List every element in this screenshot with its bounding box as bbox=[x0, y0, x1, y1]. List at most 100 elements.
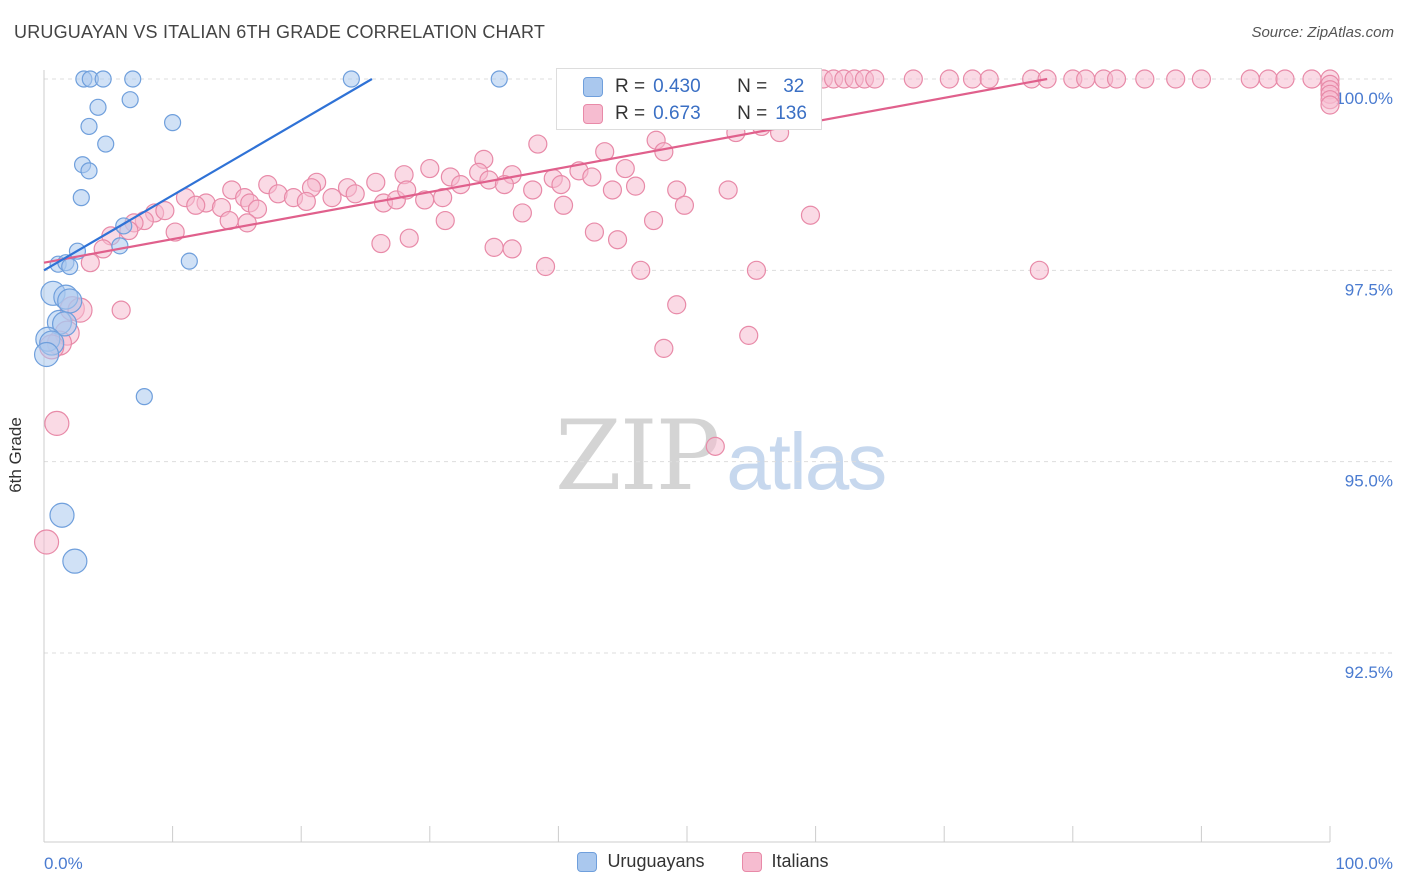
italian-point bbox=[625, 176, 646, 196]
r-label: R = bbox=[615, 103, 646, 124]
chart-title: URUGUAYAN VS ITALIAN 6TH GRADE CORRELATI… bbox=[14, 22, 546, 42]
r-label: R = bbox=[615, 76, 646, 97]
italian-point bbox=[1275, 69, 1295, 89]
uruguayan-trend-line bbox=[43, 78, 373, 272]
italian-point bbox=[718, 180, 738, 200]
uruguayan-point bbox=[89, 98, 107, 116]
uruguayan-point bbox=[61, 257, 79, 276]
italian-point bbox=[615, 158, 635, 179]
italian-point bbox=[1258, 69, 1278, 89]
italian-point bbox=[667, 295, 687, 315]
uruguayan-point bbox=[342, 70, 360, 88]
watermark-zip: ZIP bbox=[555, 400, 720, 512]
uruguayan-point bbox=[62, 548, 88, 574]
italian-point bbox=[582, 167, 602, 187]
italian-point bbox=[1135, 69, 1155, 89]
n-value-italians: 136 bbox=[775, 103, 807, 124]
italian-point bbox=[1029, 260, 1049, 280]
italian-point bbox=[111, 300, 131, 320]
uruguayan-point bbox=[121, 91, 139, 109]
uruguayan-point bbox=[94, 70, 112, 88]
stats-swatch-uruguayans bbox=[583, 77, 603, 97]
italian-point bbox=[1302, 69, 1322, 89]
italian-trend-line bbox=[43, 77, 1048, 264]
uruguayan-point bbox=[72, 189, 90, 207]
italian-point bbox=[800, 205, 821, 225]
uruguayan-point bbox=[51, 311, 78, 337]
italian-point bbox=[654, 142, 674, 162]
italian-point bbox=[962, 69, 983, 89]
italian-point bbox=[93, 239, 113, 259]
uruguayan-point bbox=[135, 388, 153, 406]
uruguayan-point bbox=[490, 70, 508, 88]
italian-point bbox=[667, 180, 687, 200]
legend-item-uruguayans[interactable]: Uruguayans bbox=[577, 851, 705, 872]
italian-point bbox=[420, 158, 440, 179]
stats-row-italians: R = 0.673 N = 136 bbox=[557, 100, 807, 128]
uruguayan-point bbox=[49, 502, 75, 528]
legend-label-uruguayans: Uruguayans bbox=[607, 851, 705, 871]
r-value-italians: 0.673 bbox=[653, 103, 701, 124]
italian-point bbox=[33, 529, 60, 555]
italian-point bbox=[165, 222, 185, 242]
italian-point bbox=[584, 222, 605, 242]
uruguayan-point bbox=[111, 237, 129, 255]
italian-point bbox=[1320, 95, 1340, 115]
bottom-legend: Uruguayans Italians bbox=[0, 851, 1406, 877]
italian-point bbox=[631, 260, 651, 280]
uruguayan-point bbox=[80, 162, 98, 180]
uruguayan-point bbox=[180, 252, 198, 270]
italian-point bbox=[1076, 69, 1096, 89]
italian-point bbox=[1166, 69, 1186, 89]
italian-point bbox=[674, 195, 695, 215]
italian-point bbox=[979, 69, 999, 89]
legend-swatch-italians bbox=[741, 851, 762, 872]
y-tick-label: 100.0% bbox=[1335, 89, 1393, 108]
uruguayan-point bbox=[164, 114, 182, 132]
italian-point bbox=[535, 256, 556, 277]
italian-point bbox=[654, 338, 674, 358]
italian-point bbox=[237, 213, 257, 233]
italian-point bbox=[44, 410, 70, 436]
italian-point bbox=[155, 201, 175, 221]
x-tick-label: 100.0% bbox=[1335, 854, 1393, 873]
y-tick-label: 97.5% bbox=[1345, 280, 1393, 299]
y-axis-label: 6th Grade bbox=[6, 417, 25, 493]
italian-point bbox=[512, 203, 532, 223]
italian-point bbox=[1240, 69, 1260, 89]
uruguayan-point bbox=[97, 135, 115, 153]
n-label: N = bbox=[737, 103, 768, 124]
italian-point bbox=[602, 180, 623, 200]
stats-swatch-italians bbox=[583, 104, 603, 124]
italian-point bbox=[435, 210, 455, 231]
stats-legend: R = 0.430 N = 32 R = 0.673 N = 136 bbox=[556, 68, 822, 130]
uruguayan-point bbox=[124, 70, 142, 88]
italian-point bbox=[399, 228, 419, 248]
italian-point bbox=[502, 239, 522, 259]
r-value-uruguayans: 0.430 bbox=[653, 76, 701, 97]
n-value-uruguayans: 32 bbox=[783, 76, 805, 97]
italian-point bbox=[643, 210, 664, 231]
italian-point bbox=[366, 172, 386, 192]
x-tick-label: 0.0% bbox=[44, 854, 83, 873]
legend-swatch-uruguayans bbox=[577, 851, 598, 872]
source-label: Source: ZipAtlas.com bbox=[1251, 24, 1394, 41]
italian-point bbox=[528, 134, 548, 154]
italian-point bbox=[705, 436, 725, 456]
italian-point bbox=[1106, 69, 1127, 89]
legend-item-italians[interactable]: Italians bbox=[741, 851, 829, 872]
italian-point bbox=[371, 233, 391, 254]
italian-point bbox=[553, 195, 574, 215]
italian-point bbox=[322, 188, 342, 208]
italian-point bbox=[746, 260, 767, 280]
italian-point bbox=[607, 230, 628, 250]
italian-point bbox=[345, 184, 365, 204]
y-tick-label: 95.0% bbox=[1345, 472, 1393, 491]
italian-point bbox=[523, 180, 543, 200]
uruguayan-point bbox=[33, 341, 60, 368]
y-tick-label: 92.5% bbox=[1345, 663, 1393, 682]
italian-point bbox=[739, 325, 759, 345]
n-label: N = bbox=[737, 76, 768, 97]
stats-row-uruguayans: R = 0.430 N = 32 bbox=[557, 73, 804, 101]
